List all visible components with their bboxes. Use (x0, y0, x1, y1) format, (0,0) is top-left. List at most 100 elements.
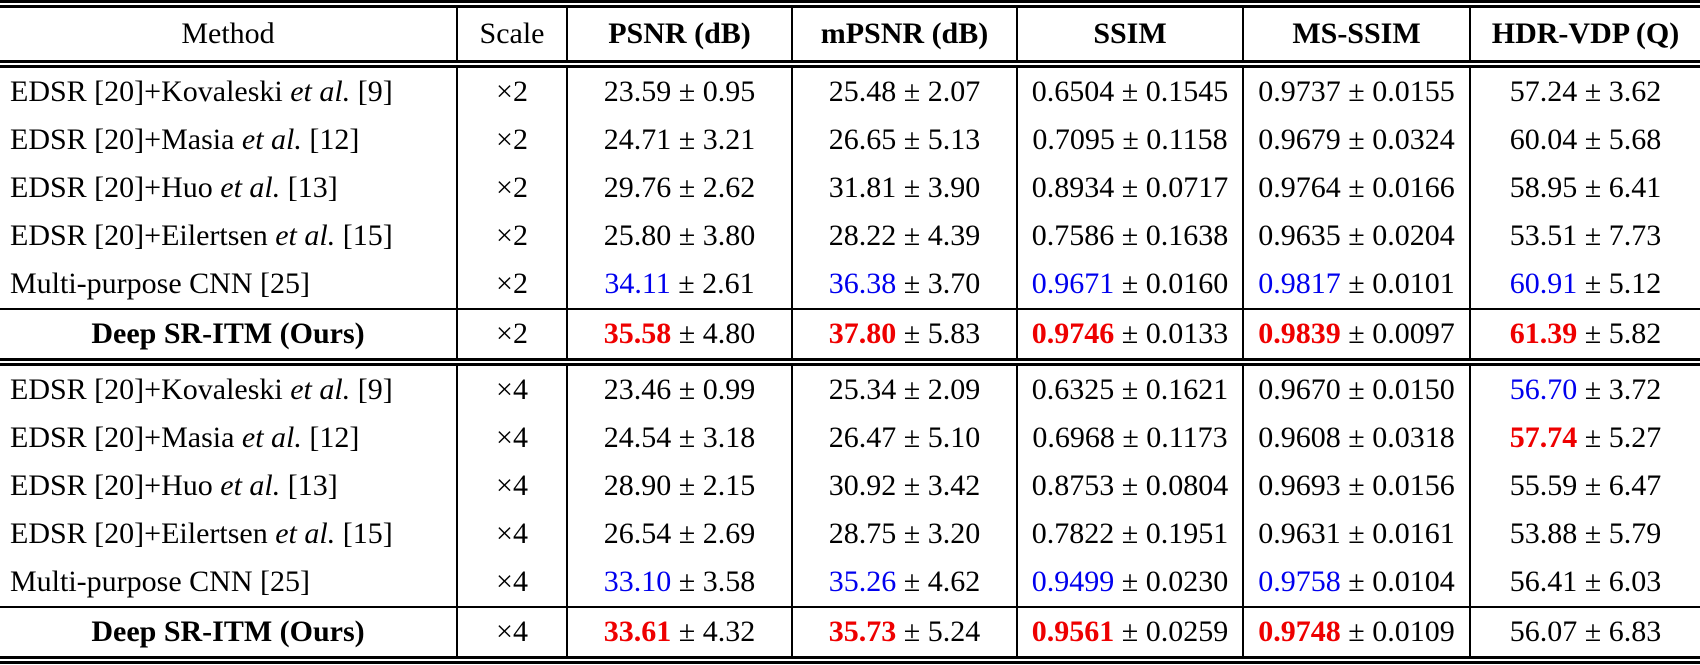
mpsnr-cell: 35.73 ± 5.24 (791, 606, 1017, 664)
psnr-cell: 29.76 ± 2.62 (566, 164, 792, 212)
ssim-cell: 0.6504 ± 0.1545 (1016, 64, 1243, 116)
metric-value: 0.6325 (1031, 373, 1115, 406)
metric-std: ± 3.62 (1584, 75, 1662, 108)
scale-cell: ×4 (456, 462, 567, 510)
method-text-post: [9] (350, 373, 393, 406)
ms-ssim-cell: 0.9693 ± 0.0156 (1242, 462, 1470, 510)
ssim-cell: 0.9499 ± 0.0230 (1016, 558, 1243, 607)
metric-std: ± 5.83 (903, 317, 981, 350)
psnr-cell: 34.11 ± 2.61 (566, 260, 792, 309)
metric-value: 0.9608 (1258, 421, 1341, 454)
metric-std: ± 0.0166 (1348, 171, 1455, 204)
ms-ssim-cell: 0.9737 ± 0.0155 (1242, 64, 1470, 116)
method-cell: Deep SR-ITM (Ours) (0, 308, 457, 366)
metric-value: 23.59 (603, 75, 672, 108)
hdr-vdp-cell: 58.95 ± 6.41 (1469, 164, 1700, 212)
metric-value: 0.7586 (1031, 219, 1115, 252)
method-text-post: [15] (335, 219, 393, 252)
scale-cell: ×4 (456, 606, 567, 664)
method-text-etal: et al. (275, 517, 336, 550)
hdr-vdp-cell: 60.91 ± 5.12 (1469, 260, 1700, 309)
metric-std: ± 5.13 (903, 123, 981, 156)
metric-value: 28.75 (828, 517, 897, 550)
column-header-psnr: PSNR (dB) (566, 4, 792, 68)
metric-value: 33.10 (603, 565, 672, 598)
ssim-cell: 0.6325 ± 0.1621 (1016, 362, 1243, 414)
metric-std: ± 0.0717 (1121, 171, 1229, 204)
ms-ssim-cell: 0.9764 ± 0.0166 (1242, 164, 1470, 212)
scale-cell: ×4 (456, 558, 567, 607)
metric-value: 26.47 (828, 421, 897, 454)
scale-cell: ×2 (456, 212, 567, 260)
metric-std: ± 0.0155 (1348, 75, 1455, 108)
hdr-vdp-cell: 56.70 ± 3.72 (1469, 362, 1700, 414)
scale-cell: ×2 (456, 164, 567, 212)
metric-std: ± 3.70 (903, 267, 981, 300)
metric-value: 25.80 (603, 219, 672, 252)
ms-ssim-cell: 0.9839 ± 0.0097 (1242, 308, 1470, 366)
metric-std: ± 7.73 (1584, 219, 1662, 252)
method-cell: EDSR [20]+Eilertsen et al. [15] (0, 212, 457, 260)
metric-std: ± 0.0230 (1121, 565, 1229, 598)
method-text-pre: EDSR [20]+Huo (10, 469, 221, 502)
metric-std: ± 5.79 (1584, 517, 1662, 550)
metric-value: 0.9839 (1258, 317, 1341, 350)
metric-value: 26.54 (603, 517, 672, 550)
method-cell: EDSR [20]+Masia et al. [12] (0, 414, 457, 462)
metric-value: 33.61 (603, 615, 672, 648)
metric-value: 35.58 (603, 317, 672, 350)
metric-value: 61.39 (1509, 317, 1578, 350)
metric-std: ± 0.0101 (1348, 267, 1455, 300)
hdr-vdp-cell: 55.59 ± 6.47 (1469, 462, 1700, 510)
method-text-post: [13] (280, 469, 338, 502)
metric-value: 24.54 (603, 421, 672, 454)
header-row: Method Scale PSNR (dB) mPSNR (dB) SSIM M… (0, 4, 1700, 68)
method-text-etal: et al. (220, 171, 281, 204)
ssim-cell: 0.7822 ± 0.1951 (1016, 510, 1243, 558)
metric-value: 0.9758 (1258, 565, 1341, 598)
mpsnr-cell: 36.38 ± 3.70 (791, 260, 1017, 309)
method-cell: EDSR [20]+Huo et al. [13] (0, 164, 457, 212)
hdr-vdp-cell: 61.39 ± 5.82 (1469, 308, 1700, 366)
metric-value: 60.91 (1509, 267, 1578, 300)
table-row-ours: Deep SR-ITM (Ours) ×2 35.58 ± 4.80 37.80 ± … (0, 308, 1700, 366)
metric-value: 28.22 (828, 219, 897, 252)
table-row: EDSR [20]+Kovaleski et al. [9] ×4 23.46 ± … (0, 362, 1700, 414)
scale-cell: ×4 (456, 414, 567, 462)
ssim-cell: 0.9746 ± 0.0133 (1016, 308, 1243, 366)
column-header-scale: Scale (456, 4, 567, 68)
table-row: EDSR [20]+Huo et al. [13] ×2 29.76 ± 2.62 3… (0, 164, 1700, 212)
ms-ssim-cell: 0.9748 ± 0.0109 (1242, 606, 1470, 664)
method-text-pre: EDSR [20]+Huo (10, 171, 221, 204)
metric-std: ± 3.58 (678, 565, 756, 598)
column-header-method: Method (0, 4, 457, 68)
column-header-ms-ssim: MS-SSIM (1242, 4, 1470, 68)
ms-ssim-cell: 0.9608 ± 0.0318 (1242, 414, 1470, 462)
method-text-pre: Multi-purpose CNN [25] (10, 565, 310, 598)
psnr-cell: 33.61 ± 4.32 (566, 606, 792, 664)
metric-std: ± 0.0150 (1348, 373, 1455, 406)
metric-value: 0.9499 (1031, 565, 1115, 598)
metric-std: ± 3.72 (1584, 373, 1662, 406)
metric-std: ± 0.1951 (1121, 517, 1229, 550)
metric-value: 0.9764 (1258, 171, 1341, 204)
ssim-cell: 0.9671 ± 0.0160 (1016, 260, 1243, 309)
table-row: EDSR [20]+Masia et al. [12] ×2 24.71 ± 3.2… (0, 116, 1700, 164)
method-text-etal: et al. (290, 75, 351, 108)
metric-std: ± 0.0161 (1348, 517, 1455, 550)
metric-value: 34.11 (604, 267, 671, 300)
method-text-etal: et al. (241, 421, 302, 454)
column-header-ssim: SSIM (1016, 4, 1243, 68)
metric-std: ± 0.0204 (1348, 219, 1455, 252)
metric-std: ± 0.99 (678, 373, 756, 406)
metric-value: 0.9746 (1031, 317, 1115, 350)
metric-std: ± 3.80 (678, 219, 756, 252)
metric-value: 0.8934 (1031, 171, 1115, 204)
ssim-cell: 0.9561 ± 0.0259 (1016, 606, 1243, 664)
metric-std: ± 3.42 (903, 469, 981, 502)
method-text-etal: et al. (275, 219, 336, 252)
ssim-cell: 0.8934 ± 0.0717 (1016, 164, 1243, 212)
method-text-pre: EDSR [20]+Eilertsen (10, 219, 276, 252)
mpsnr-cell: 30.92 ± 3.42 (791, 462, 1017, 510)
metric-std: ± 0.0259 (1121, 615, 1229, 648)
